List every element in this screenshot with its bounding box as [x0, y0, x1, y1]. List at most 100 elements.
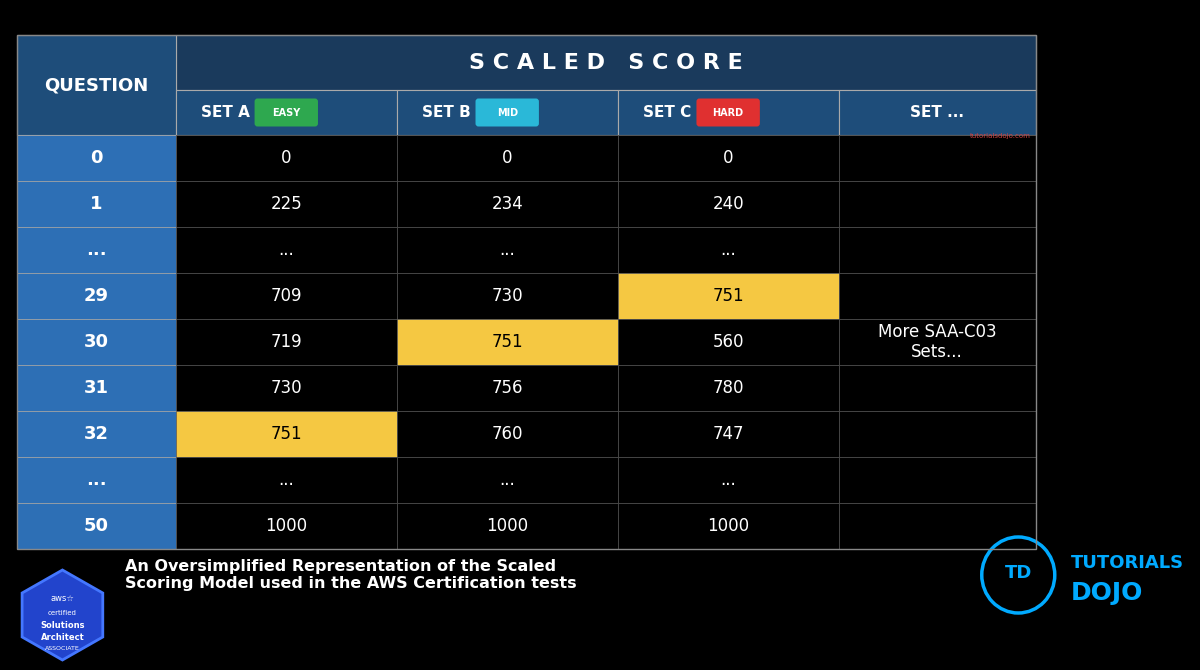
- Text: ASSOCIATE: ASSOCIATE: [46, 647, 80, 651]
- Text: QUESTION: QUESTION: [44, 76, 149, 94]
- Text: 560: 560: [713, 333, 744, 351]
- Text: DOJO: DOJO: [1072, 581, 1144, 605]
- FancyBboxPatch shape: [17, 135, 175, 181]
- FancyBboxPatch shape: [397, 319, 618, 365]
- Text: ...: ...: [86, 241, 107, 259]
- FancyBboxPatch shape: [618, 135, 839, 181]
- Text: SET ...: SET ...: [910, 105, 964, 120]
- Text: 756: 756: [492, 379, 523, 397]
- FancyBboxPatch shape: [839, 135, 1036, 181]
- FancyBboxPatch shape: [618, 273, 839, 319]
- Text: TUTORIALS: TUTORIALS: [1072, 554, 1184, 572]
- FancyBboxPatch shape: [17, 503, 175, 549]
- Text: 0: 0: [722, 149, 733, 167]
- FancyBboxPatch shape: [175, 503, 397, 549]
- FancyBboxPatch shape: [397, 90, 618, 135]
- FancyBboxPatch shape: [397, 411, 618, 457]
- FancyBboxPatch shape: [618, 365, 839, 411]
- Text: ...: ...: [278, 241, 294, 259]
- Text: 31: 31: [84, 379, 109, 397]
- Text: More SAA-C03
Sets...: More SAA-C03 Sets...: [877, 322, 996, 361]
- FancyBboxPatch shape: [839, 90, 1036, 135]
- Text: 240: 240: [713, 195, 744, 213]
- Text: ...: ...: [86, 471, 107, 489]
- FancyBboxPatch shape: [175, 227, 397, 273]
- FancyBboxPatch shape: [175, 273, 397, 319]
- FancyBboxPatch shape: [175, 319, 397, 365]
- Text: 234: 234: [491, 195, 523, 213]
- Text: certified: certified: [48, 610, 77, 616]
- FancyBboxPatch shape: [618, 181, 839, 227]
- Text: ...: ...: [278, 471, 294, 489]
- Text: 30: 30: [84, 333, 109, 351]
- Text: 0: 0: [281, 149, 292, 167]
- FancyBboxPatch shape: [839, 181, 1036, 227]
- Text: 1: 1: [90, 195, 103, 213]
- FancyBboxPatch shape: [618, 319, 839, 365]
- Text: tutorialsdojo.com: tutorialsdojo.com: [970, 133, 1031, 139]
- Text: 719: 719: [270, 333, 302, 351]
- FancyBboxPatch shape: [839, 365, 1036, 411]
- Text: SET A: SET A: [200, 105, 250, 120]
- FancyBboxPatch shape: [397, 503, 618, 549]
- Text: 225: 225: [270, 195, 302, 213]
- FancyBboxPatch shape: [839, 227, 1036, 273]
- FancyBboxPatch shape: [17, 457, 175, 503]
- Text: EASY: EASY: [272, 107, 300, 117]
- FancyBboxPatch shape: [17, 35, 175, 135]
- Text: HARD: HARD: [713, 107, 744, 117]
- FancyBboxPatch shape: [618, 90, 839, 135]
- Text: 730: 730: [270, 379, 302, 397]
- Text: 29: 29: [84, 287, 109, 305]
- FancyBboxPatch shape: [618, 503, 839, 549]
- FancyBboxPatch shape: [17, 181, 175, 227]
- FancyBboxPatch shape: [618, 411, 839, 457]
- Text: S C A L E D   S C O R E: S C A L E D S C O R E: [469, 52, 743, 72]
- Text: SET B: SET B: [422, 105, 470, 120]
- FancyBboxPatch shape: [696, 98, 760, 127]
- FancyBboxPatch shape: [17, 273, 175, 319]
- FancyBboxPatch shape: [397, 181, 618, 227]
- FancyBboxPatch shape: [839, 457, 1036, 503]
- FancyBboxPatch shape: [839, 273, 1036, 319]
- FancyBboxPatch shape: [397, 365, 618, 411]
- FancyBboxPatch shape: [254, 98, 318, 127]
- Text: 709: 709: [270, 287, 302, 305]
- FancyBboxPatch shape: [839, 319, 1036, 365]
- FancyBboxPatch shape: [397, 273, 618, 319]
- Text: An Oversimplified Representation of the Scaled
Scoring Model used in the AWS Cer: An Oversimplified Representation of the …: [125, 559, 576, 591]
- Text: Architect: Architect: [41, 632, 84, 641]
- FancyBboxPatch shape: [175, 181, 397, 227]
- FancyBboxPatch shape: [175, 411, 397, 457]
- Text: aws☆: aws☆: [50, 594, 74, 604]
- FancyBboxPatch shape: [618, 457, 839, 503]
- Text: Solutions: Solutions: [40, 622, 85, 630]
- FancyBboxPatch shape: [17, 319, 175, 365]
- FancyBboxPatch shape: [175, 90, 397, 135]
- FancyBboxPatch shape: [839, 411, 1036, 457]
- FancyBboxPatch shape: [175, 365, 397, 411]
- FancyBboxPatch shape: [397, 227, 618, 273]
- Text: ...: ...: [720, 471, 736, 489]
- FancyBboxPatch shape: [397, 457, 618, 503]
- FancyBboxPatch shape: [17, 227, 175, 273]
- Text: 1000: 1000: [486, 517, 528, 535]
- Text: 50: 50: [84, 517, 109, 535]
- FancyBboxPatch shape: [397, 135, 618, 181]
- Text: SET C: SET C: [643, 105, 691, 120]
- FancyBboxPatch shape: [839, 503, 1036, 549]
- Text: 751: 751: [491, 333, 523, 351]
- FancyBboxPatch shape: [175, 135, 397, 181]
- Text: 0: 0: [90, 149, 103, 167]
- FancyBboxPatch shape: [17, 411, 175, 457]
- Text: ...: ...: [499, 241, 515, 259]
- Text: 780: 780: [713, 379, 744, 397]
- Text: 747: 747: [713, 425, 744, 443]
- Text: 1000: 1000: [707, 517, 749, 535]
- FancyBboxPatch shape: [618, 227, 839, 273]
- Text: MID: MID: [497, 107, 517, 117]
- Text: 760: 760: [492, 425, 523, 443]
- Text: 0: 0: [502, 149, 512, 167]
- Text: TD: TD: [1004, 564, 1032, 582]
- Text: ...: ...: [720, 241, 736, 259]
